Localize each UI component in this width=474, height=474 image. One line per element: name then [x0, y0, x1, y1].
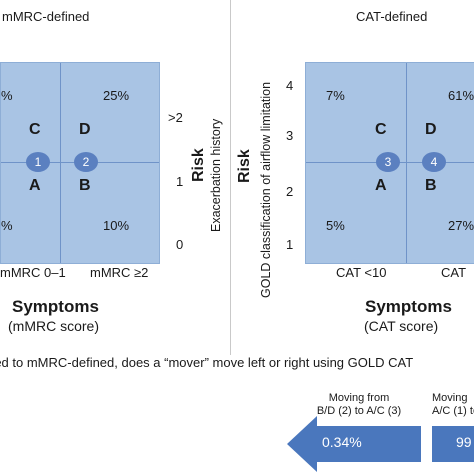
- left-pct-bottom-left: %: [1, 218, 13, 233]
- airflow-tick-1: 1: [286, 237, 294, 252]
- right-x-axis-title: Symptoms: [365, 297, 452, 316]
- mover-right-arrow: [432, 426, 474, 462]
- right-pct-top-left: 7%: [326, 88, 345, 103]
- right-quadrant-d: D: [425, 121, 437, 138]
- exacerbation-tick-1: 1: [176, 174, 184, 189]
- mover-right-label-line1: Moving: [432, 392, 468, 404]
- left-panel-title: mMRC-defined: [2, 9, 90, 24]
- exacerbation-tick-0: 0: [176, 237, 184, 252]
- mover-left-value: 0.34%: [322, 434, 362, 450]
- left-quadrant-c: C: [29, 121, 41, 138]
- mover-left-label-line1: Moving from: [328, 392, 390, 404]
- right-x-tick-high: CAT: [441, 265, 467, 280]
- right-pct-top-right: 61%: [448, 88, 474, 103]
- right-x-tick-low: CAT <10: [336, 265, 387, 280]
- left-pct-top-left: %: [1, 88, 13, 103]
- mover-question: red to mMRC-defined, does a “mover” move…: [0, 355, 414, 370]
- left-pct-bottom-right: 10%: [103, 218, 130, 233]
- mover-right-value: 99: [456, 434, 472, 450]
- left-quadrant-a: A: [29, 177, 41, 194]
- left-grid-vertical-line: [60, 63, 61, 263]
- left-quadrant-d: D: [79, 121, 91, 138]
- right-quadrant-c: C: [375, 121, 387, 138]
- right-x-axis-subtitle: (CAT score): [364, 318, 439, 334]
- airflow-tick-2: 2: [286, 184, 294, 199]
- right-quadrant-b: B: [425, 177, 437, 194]
- right-grid-vertical-line: [406, 63, 407, 263]
- mover-right-label-line2: A/C (1) to: [432, 405, 474, 417]
- left-x-tick-high: mMRC ≥2: [90, 265, 149, 280]
- airflow-axis-title: GOLD classification of airflow limitatio…: [259, 81, 273, 298]
- mover-right-label: Moving A/C (1) to: [432, 392, 474, 418]
- exacerbation-axis-title: Exacerbation history: [209, 118, 223, 232]
- left-quadrant-grid: % 25% % 10% C D A B 1 2: [0, 62, 160, 264]
- left-risk-label: Risk: [190, 148, 207, 182]
- exacerbation-tick-gt2: >2: [168, 110, 183, 125]
- right-quadrant-grid: 7% 61% 5% 27% C D A B 3 4: [305, 62, 474, 264]
- right-risk-label: Risk: [236, 149, 253, 183]
- right-marker-3: 3: [376, 152, 400, 172]
- left-x-axis-subtitle: (mMRC score): [8, 318, 99, 334]
- left-pct-top-right: 25%: [103, 88, 130, 103]
- left-marker-2: 2: [74, 152, 98, 172]
- mover-left-label: Moving from B/D (2) to A/C (3): [304, 392, 414, 418]
- right-quadrant-a: A: [375, 177, 387, 194]
- right-pct-bottom-left: 5%: [326, 218, 345, 233]
- airflow-tick-3: 3: [286, 128, 294, 143]
- left-marker-1: 1: [26, 152, 50, 172]
- right-panel-title: CAT-defined: [356, 9, 428, 24]
- right-pct-bottom-right: 27%: [448, 218, 474, 233]
- left-x-tick-low: mMRC 0–1: [0, 265, 66, 280]
- left-quadrant-b: B: [79, 177, 91, 194]
- mover-left-label-line2: B/D (2) to A/C (3): [316, 405, 402, 417]
- airflow-tick-4: 4: [286, 78, 294, 93]
- panel-divider: [230, 0, 231, 355]
- left-x-axis-title: Symptoms: [12, 297, 99, 316]
- mover-left-arrow: [287, 416, 421, 472]
- right-marker-4: 4: [422, 152, 446, 172]
